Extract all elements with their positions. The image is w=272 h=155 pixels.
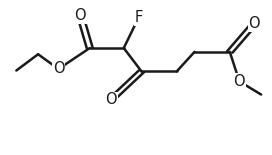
Text: O: O: [75, 8, 86, 23]
Text: O: O: [53, 62, 64, 76]
Text: F: F: [135, 10, 143, 25]
Text: O: O: [249, 16, 260, 31]
Text: O: O: [105, 93, 117, 107]
Text: O: O: [234, 74, 245, 89]
